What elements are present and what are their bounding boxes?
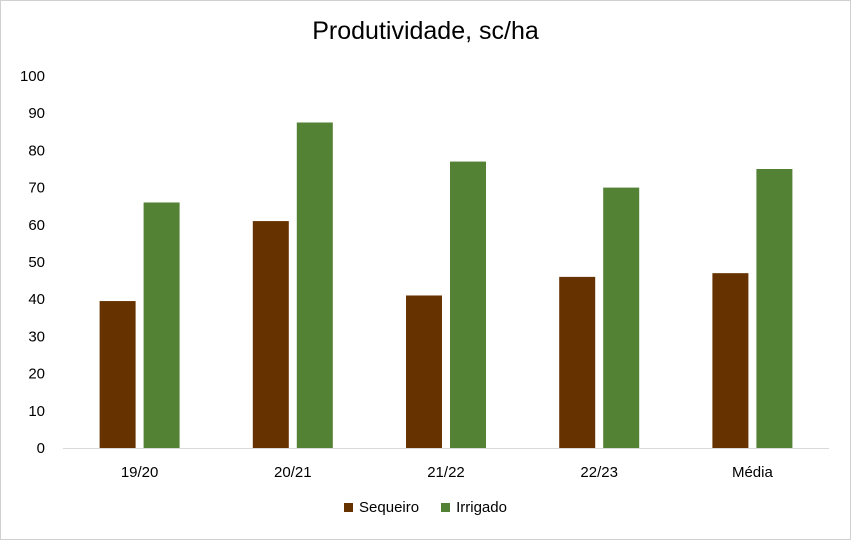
bar-irrigado — [296, 122, 333, 448]
bar-sequeiro — [406, 295, 442, 448]
bar-sequeiro — [712, 273, 749, 448]
bar-sequeiro — [99, 301, 136, 448]
bar-irrigado — [756, 169, 793, 448]
bar-sequeiro — [252, 221, 289, 448]
y-tick-label: 70 — [28, 180, 45, 197]
x-tick-label: Média — [732, 464, 774, 481]
x-tick-label: 20/21 — [274, 464, 312, 481]
x-tick-label: 19/20 — [121, 464, 159, 481]
y-tick-label: 30 — [28, 328, 45, 345]
y-tick-label: 90 — [28, 105, 45, 122]
bar-irrigado — [143, 202, 180, 448]
chart-title: Produtividade, sc/ha — [312, 17, 539, 45]
legend-swatch — [441, 503, 451, 512]
y-tick-label: 80 — [28, 142, 45, 159]
legend: Sequeiro Irrigado — [1, 499, 850, 516]
y-tick-label: 50 — [28, 254, 45, 271]
y-tick-label: 0 — [37, 440, 45, 457]
bar-sequeiro — [559, 276, 596, 448]
x-tick-label: 22/23 — [580, 464, 618, 481]
y-tick-label: 100 — [20, 68, 45, 85]
legend-label: Irrigado — [456, 499, 507, 516]
legend-item-sequeiro: Sequeiro — [344, 499, 419, 516]
y-tick-label: 60 — [28, 217, 45, 234]
x-tick-label: 21/22 — [427, 464, 465, 481]
legend-swatch — [344, 503, 354, 512]
y-tick-label: 40 — [28, 291, 45, 308]
bar-irrigado — [450, 161, 486, 448]
y-tick-label: 10 — [28, 403, 45, 420]
bar-irrigado — [603, 187, 640, 448]
y-tick-label: 20 — [28, 366, 45, 383]
legend-label: Sequeiro — [359, 499, 420, 516]
legend-item-irrigado: Irrigado — [441, 499, 507, 516]
